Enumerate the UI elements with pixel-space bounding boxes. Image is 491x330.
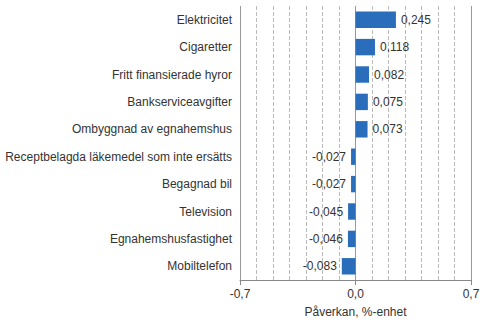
svg-text:Elektricitet: Elektricitet: [177, 13, 233, 27]
svg-text:Television: Television: [179, 205, 232, 219]
svg-text:-0,027: -0,027: [312, 177, 346, 191]
svg-text:0,082: 0,082: [374, 68, 404, 82]
svg-text:Begagnad bil: Begagnad bil: [162, 177, 232, 191]
svg-text:Cigaretter: Cigaretter: [179, 40, 232, 54]
svg-text:0,073: 0,073: [373, 122, 403, 136]
svg-text:0,7: 0,7: [463, 287, 480, 301]
svg-text:Bankserviceavgifter: Bankserviceavgifter: [127, 95, 232, 109]
svg-text:Mobiltelefon: Mobiltelefon: [167, 259, 232, 273]
svg-text:0,118: 0,118: [380, 40, 409, 54]
svg-text:-0,083: -0,083: [303, 259, 337, 273]
svg-text:Påverkan, %-enhet: Påverkan, %-enhet: [304, 305, 407, 319]
svg-text:Receptbelagda läkemedel som in: Receptbelagda läkemedel som inte ersätts: [5, 150, 232, 164]
svg-text:0,0: 0,0: [347, 287, 364, 301]
svg-text:-0,7: -0,7: [230, 287, 251, 301]
svg-text:0,245: 0,245: [401, 13, 431, 27]
svg-text:Ombyggnad av egnahemshus: Ombyggnad av egnahemshus: [72, 122, 232, 136]
svg-text:0,075: 0,075: [373, 95, 403, 109]
svg-text:-0,027: -0,027: [312, 150, 346, 164]
svg-text:-0,045: -0,045: [309, 205, 343, 219]
svg-text:-0,046: -0,046: [309, 232, 343, 246]
svg-text:Fritt finansierade hyror: Fritt finansierade hyror: [112, 68, 232, 82]
svg-text:Egnahemshusfastighet: Egnahemshusfastighet: [110, 232, 233, 246]
